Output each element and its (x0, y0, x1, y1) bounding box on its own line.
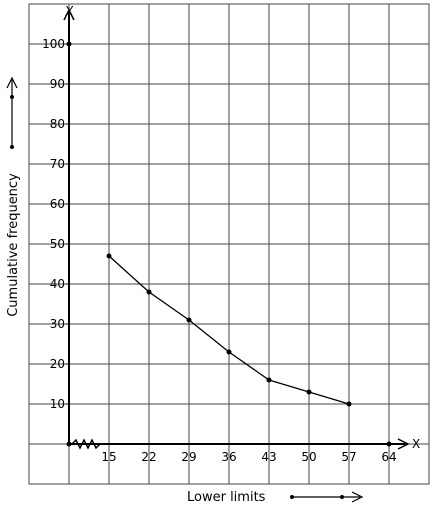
data-point (306, 389, 312, 395)
y-axis-arrow-icon (63, 8, 75, 21)
x-axis-name: X (412, 437, 420, 451)
x-tick-label: 64 (381, 450, 396, 464)
ylabel-dot-icon (10, 145, 14, 149)
origin-point (66, 441, 72, 447)
data-point (266, 377, 272, 383)
data-point (346, 401, 352, 407)
y-tick-label: 20 (50, 357, 65, 371)
axes: Y X (63, 4, 420, 451)
x-tick-label: 43 (261, 450, 276, 464)
y-tick-label: 50 (50, 237, 65, 251)
axis-break-zigzag-icon (71, 438, 101, 450)
y-tick-label: 60 (50, 197, 65, 211)
ylabel-dot-icon (10, 95, 14, 99)
x-axis-title: Lower limits (187, 490, 266, 505)
y-tick-label: 100 (42, 37, 65, 51)
data-point (186, 317, 192, 323)
y-tick-label: 10 (50, 397, 65, 411)
x-tick-label: 57 (341, 450, 356, 464)
xlabel-dot-icon (340, 495, 344, 499)
xlabel-group: Lower limits (187, 490, 364, 505)
y-axis-title: Cumulative frequency (6, 173, 21, 317)
data-point (106, 253, 112, 259)
y-tick-label: 30 (50, 317, 65, 331)
x-tick-label: 22 (141, 450, 156, 464)
data-point (146, 289, 152, 295)
grid (28, 3, 430, 485)
y-tick-label: 40 (50, 277, 65, 291)
data-point (226, 349, 232, 355)
xlabel-arrow-icon (351, 491, 364, 503)
x-tick-label: 15 (101, 450, 116, 464)
y-tick-label: 90 (50, 77, 65, 91)
x-tick-label: 50 (301, 450, 316, 464)
x-axis-arrow-icon (397, 438, 410, 450)
x-tick-label: 29 (181, 450, 196, 464)
tick-labels: 10 20 30 40 50 60 70 80 90 100 15 22 29 36 43 50 57 64 (42, 37, 397, 464)
x-tick-label: 36 (221, 450, 236, 464)
ylabel-group: Cumulative frequency (6, 76, 21, 317)
xlabel-dot-icon (290, 495, 294, 499)
series (106, 253, 352, 407)
ylabel-arrow-icon (6, 76, 18, 89)
y-axis-name: Y (65, 4, 74, 18)
y-tick-label: 80 (50, 117, 65, 131)
y-tick-label: 70 (50, 157, 65, 171)
x-64-point (386, 441, 392, 447)
